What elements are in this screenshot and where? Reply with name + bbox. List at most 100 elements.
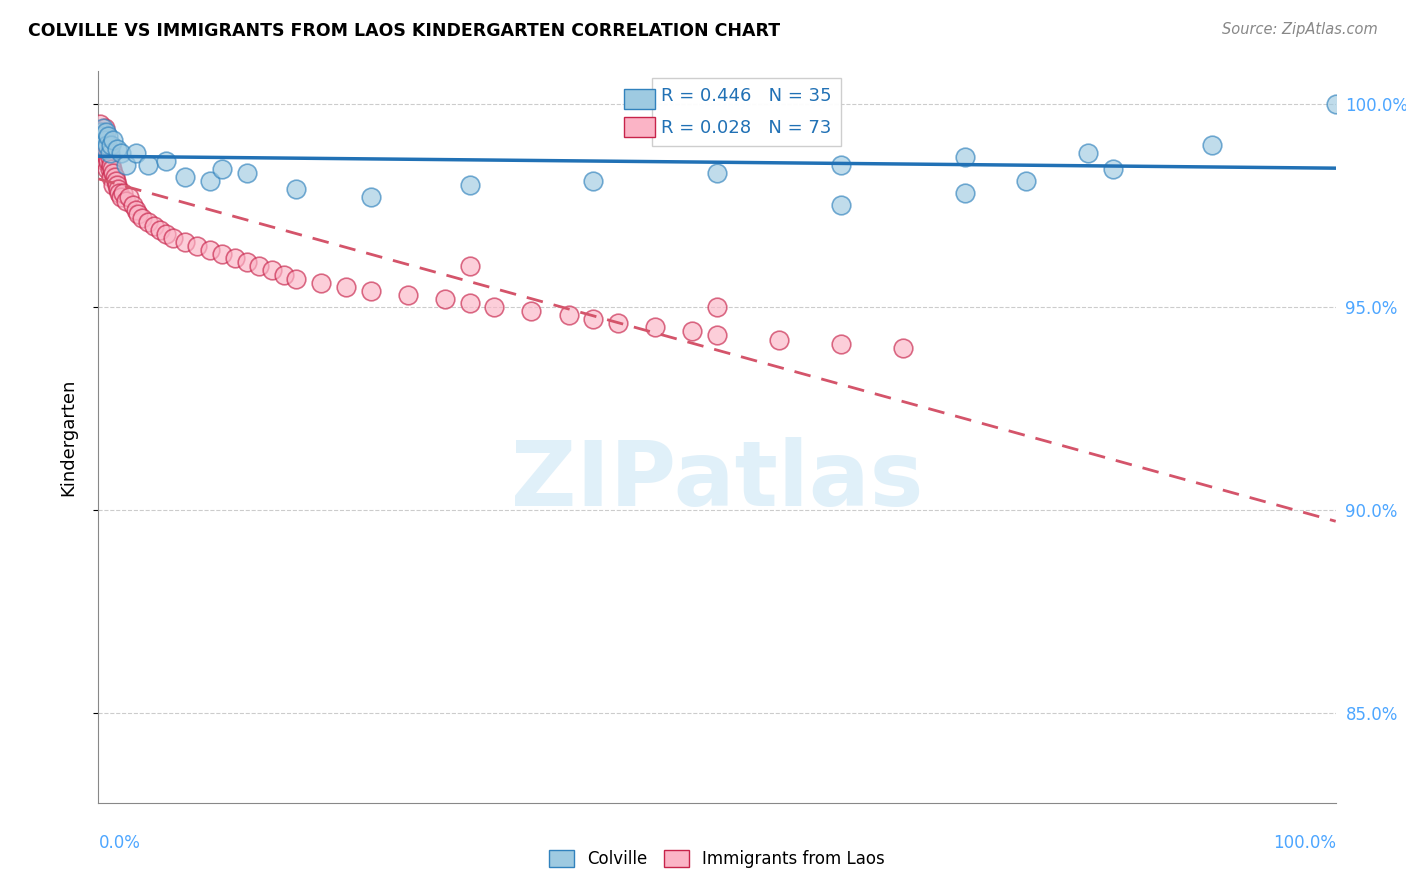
- Point: [124, 202, 146, 217]
- Point: [186, 239, 208, 253]
- Point: [93, 145, 115, 160]
- Point: [112, 186, 135, 201]
- Point: [124, 145, 146, 160]
- Point: [644, 320, 666, 334]
- Point: [96, 137, 118, 152]
- Point: [1077, 145, 1099, 160]
- Point: [118, 190, 141, 204]
- Point: [114, 158, 136, 172]
- Point: [155, 227, 177, 241]
- Point: [335, 279, 357, 293]
- Point: [93, 153, 115, 168]
- Point: [681, 325, 703, 339]
- FancyBboxPatch shape: [624, 89, 655, 110]
- Point: [198, 243, 221, 257]
- Point: [98, 150, 121, 164]
- Point: [103, 166, 125, 180]
- Point: [236, 166, 259, 180]
- Point: [110, 145, 132, 160]
- Point: [706, 166, 728, 180]
- Point: [143, 219, 166, 233]
- Point: [91, 129, 114, 144]
- Point: [396, 288, 419, 302]
- Point: [162, 231, 184, 245]
- Point: [136, 158, 159, 172]
- Point: [149, 223, 172, 237]
- Point: [93, 133, 115, 147]
- Point: [211, 161, 233, 176]
- Point: [110, 190, 132, 204]
- Point: [131, 211, 153, 225]
- Point: [1324, 96, 1347, 111]
- Point: [484, 300, 506, 314]
- Point: [94, 125, 117, 139]
- Point: [1102, 161, 1125, 176]
- Point: [122, 198, 145, 212]
- Point: [94, 145, 117, 160]
- Point: [100, 158, 122, 172]
- Point: [830, 158, 852, 172]
- Text: 0.0%: 0.0%: [98, 834, 141, 852]
- Text: COLVILLE VS IMMIGRANTS FROM LAOS KINDERGARTEN CORRELATION CHART: COLVILLE VS IMMIGRANTS FROM LAOS KINDERG…: [28, 22, 780, 40]
- Text: Source: ZipAtlas.com: Source: ZipAtlas.com: [1222, 22, 1378, 37]
- Point: [93, 145, 115, 160]
- Y-axis label: Kindergarten: Kindergarten: [59, 378, 77, 496]
- Point: [114, 194, 136, 209]
- Point: [155, 153, 177, 168]
- Point: [174, 235, 197, 249]
- Point: [98, 161, 121, 176]
- Point: [211, 247, 233, 261]
- Point: [273, 268, 295, 282]
- Point: [285, 271, 308, 285]
- Point: [96, 161, 118, 176]
- FancyBboxPatch shape: [624, 117, 655, 137]
- Point: [706, 300, 728, 314]
- Point: [100, 137, 122, 152]
- Point: [97, 142, 120, 156]
- Point: [98, 145, 121, 160]
- Point: [94, 142, 117, 156]
- Text: 100.0%: 100.0%: [1272, 834, 1336, 852]
- Point: [520, 304, 543, 318]
- Legend: Colville, Immigrants from Laos: Colville, Immigrants from Laos: [543, 843, 891, 875]
- Point: [582, 174, 605, 188]
- Point: [1015, 174, 1038, 188]
- Point: [90, 125, 112, 139]
- Point: [93, 133, 115, 147]
- Point: [107, 182, 129, 196]
- Point: [891, 341, 914, 355]
- Point: [458, 260, 481, 274]
- Point: [247, 260, 270, 274]
- Point: [90, 125, 112, 139]
- Point: [768, 333, 790, 347]
- Point: [93, 121, 115, 136]
- Point: [433, 292, 456, 306]
- Point: [104, 174, 127, 188]
- Point: [101, 161, 124, 176]
- Point: [360, 190, 382, 204]
- Point: [260, 263, 283, 277]
- Point: [89, 117, 111, 131]
- Point: [103, 169, 125, 184]
- Point: [458, 178, 481, 193]
- Point: [94, 133, 117, 147]
- Point: [582, 312, 605, 326]
- Point: [706, 328, 728, 343]
- Point: [458, 296, 481, 310]
- Point: [105, 142, 128, 156]
- Point: [91, 129, 114, 144]
- Point: [830, 336, 852, 351]
- Point: [105, 178, 128, 193]
- Point: [607, 316, 630, 330]
- Point: [830, 198, 852, 212]
- Point: [97, 129, 120, 144]
- Point: [285, 182, 308, 196]
- Point: [100, 169, 122, 184]
- Point: [136, 215, 159, 229]
- Point: [309, 276, 332, 290]
- Point: [96, 137, 118, 152]
- Point: [93, 121, 115, 136]
- Text: ZIPatlas: ZIPatlas: [510, 437, 924, 525]
- Point: [103, 178, 125, 193]
- Point: [953, 150, 976, 164]
